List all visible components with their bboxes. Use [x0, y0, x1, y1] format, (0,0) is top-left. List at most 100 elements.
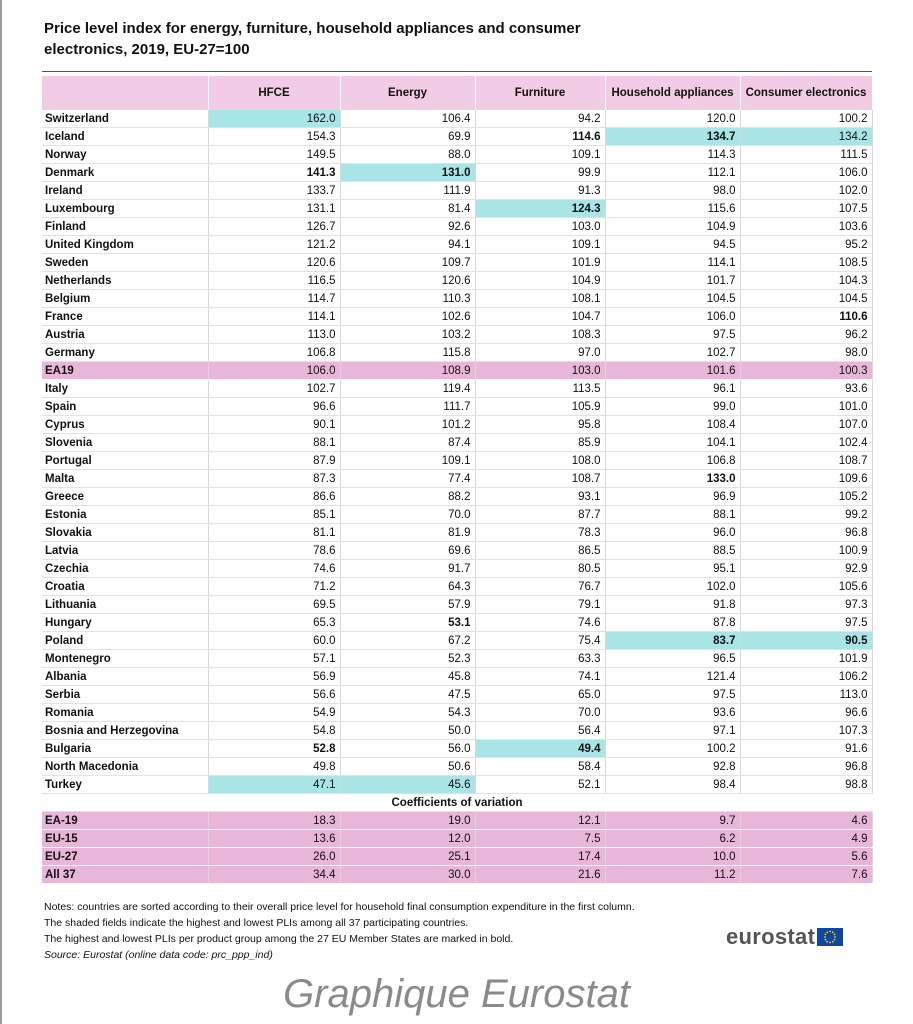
table-cell: 102.7 — [605, 343, 741, 362]
table-cell: 90.5 — [740, 631, 873, 650]
table-cell: 121.4 — [605, 667, 741, 686]
table-row: Italy 102.7 119.4 113.5 96.1 93.6 — [42, 379, 873, 398]
table-cell: 85.9 — [475, 433, 606, 452]
table-cell: 98.8 — [740, 775, 873, 794]
table-cell: 100.2 — [605, 739, 741, 758]
table-cell: 6.2 — [605, 829, 741, 848]
table-cell: 91.6 — [740, 739, 873, 758]
table-cell: 54.8 — [208, 721, 341, 740]
table-row: Luxembourg 131.1 81.4 124.3 115.6 107.5 — [42, 199, 873, 218]
note-line: Notes: countries are sorted according to… — [44, 901, 635, 913]
table-cell: 70.0 — [475, 703, 606, 722]
table-row: Slovakia 81.1 81.9 78.3 96.0 96.8 — [42, 523, 873, 542]
table-cell: 108.3 — [475, 325, 606, 344]
table-cell: 114.1 — [208, 307, 341, 326]
row-label: Spain — [42, 397, 209, 416]
table-row: Norway 149.5 88.0 109.1 114.3 111.5 — [42, 145, 873, 164]
table-cell: 98.0 — [605, 181, 741, 200]
table-cell: 102.0 — [605, 577, 741, 596]
table-cell: 108.9 — [340, 361, 476, 380]
table-cell: 64.3 — [340, 577, 476, 596]
table-cell: 26.0 — [208, 847, 341, 866]
header-cell: Furniture — [475, 76, 606, 110]
table-cell: 88.2 — [340, 487, 476, 506]
row-label: EU-15 — [42, 829, 209, 848]
table-cell: 81.1 — [208, 523, 341, 542]
table-cell: 85.1 — [208, 505, 341, 524]
table-row: Denmark 141.3 131.0 99.9 112.1 106.0 — [42, 163, 873, 182]
table-cell: 111.5 — [740, 145, 873, 164]
table-cell: 80.5 — [475, 559, 606, 578]
table-cell: 95.2 — [740, 235, 873, 254]
table-cell: 57.1 — [208, 649, 341, 668]
row-label: Montenegro — [42, 649, 209, 668]
table-cell: 116.5 — [208, 271, 341, 290]
table: HFCE Energy Furniture Household appliances C… — [42, 76, 873, 884]
table-cell: 65.0 — [475, 685, 606, 704]
table-row: Romania 54.9 54.3 70.0 93.6 96.6 — [42, 703, 873, 722]
table-cell: 98.4 — [605, 775, 741, 794]
table-cell: 106.0 — [605, 307, 741, 326]
row-label: Serbia — [42, 685, 209, 704]
table-cell: 74.6 — [475, 613, 606, 632]
cv-row: EU-15 13.6 12.0 7.5 6.2 4.9 — [42, 829, 873, 848]
table-cell: 54.3 — [340, 703, 476, 722]
row-label: EU-27 — [42, 847, 209, 866]
table-cell: 105.2 — [740, 487, 873, 506]
table-cell: 131.1 — [208, 199, 341, 218]
table-row: United Kingdom 121.2 94.1 109.1 94.5 95.2 — [42, 235, 873, 254]
table-cell: 115.6 — [605, 199, 741, 218]
row-label: Slovenia — [42, 433, 209, 452]
table-cell: 56.4 — [475, 721, 606, 740]
table-cell: 83.7 — [605, 631, 741, 650]
table-cell: 49.4 — [475, 739, 606, 758]
table-cell: 96.0 — [605, 523, 741, 542]
table-cell: 47.5 — [340, 685, 476, 704]
row-label: Luxembourg — [42, 199, 209, 218]
table-cell: 120.6 — [340, 271, 476, 290]
table-cell: 133.7 — [208, 181, 341, 200]
table-cell: 52.8 — [208, 739, 341, 758]
table-cell: 88.1 — [605, 505, 741, 524]
table-cell: 104.5 — [740, 289, 873, 308]
table-row: EA19 106.0 108.9 103.0 101.6 100.3 — [42, 361, 873, 380]
table-row: Finland 126.7 92.6 103.0 104.9 103.6 — [42, 217, 873, 236]
table-cell: 99.0 — [605, 397, 741, 416]
table-row: Latvia 78.6 69.6 86.5 88.5 100.9 — [42, 541, 873, 560]
table-cell: 69.9 — [340, 127, 476, 146]
row-label: Greece — [42, 487, 209, 506]
table-row: North Macedonia 49.8 50.6 58.4 92.8 96.8 — [42, 757, 873, 776]
table-cell: 50.0 — [340, 721, 476, 740]
table-cell: 111.7 — [340, 397, 476, 416]
table-cell: 77.4 — [340, 469, 476, 488]
table-cell: 112.1 — [605, 163, 741, 182]
table-cell: 101.6 — [605, 361, 741, 380]
header-row: HFCE Energy Furniture Household appliances C… — [42, 76, 873, 110]
table-cell: 103.6 — [740, 217, 873, 236]
table-cell: 131.0 — [340, 163, 476, 182]
table-cell: 99.2 — [740, 505, 873, 524]
table-row: Bosnia and Herzegovina 54.8 50.0 56.4 97.1 10… — [42, 721, 873, 740]
table-cell: 58.4 — [475, 757, 606, 776]
row-label: Hungary — [42, 613, 209, 632]
table-cell: 12.0 — [340, 829, 476, 848]
table-cell: 76.7 — [475, 577, 606, 596]
table-cell: 104.3 — [740, 271, 873, 290]
row-label: Latvia — [42, 541, 209, 560]
table-cell: 162.0 — [208, 110, 341, 128]
table-cell: 95.1 — [605, 559, 741, 578]
table-cell: 56.9 — [208, 667, 341, 686]
table-cell: 18.3 — [208, 811, 341, 830]
table-cell: 96.9 — [605, 487, 741, 506]
table-cell: 106.8 — [605, 451, 741, 470]
row-label: Turkey — [42, 775, 209, 794]
table-cell: 108.0 — [475, 451, 606, 470]
table-cell: 109.1 — [475, 145, 606, 164]
table-cell: 113.0 — [208, 325, 341, 344]
table-row: Cyprus 90.1 101.2 95.8 108.4 107.0 — [42, 415, 873, 434]
table-cell: 74.6 — [208, 559, 341, 578]
table-cell: 71.2 — [208, 577, 341, 596]
title: Price level index for energy, furniture,… — [44, 20, 581, 58]
table-cell: 88.0 — [340, 145, 476, 164]
